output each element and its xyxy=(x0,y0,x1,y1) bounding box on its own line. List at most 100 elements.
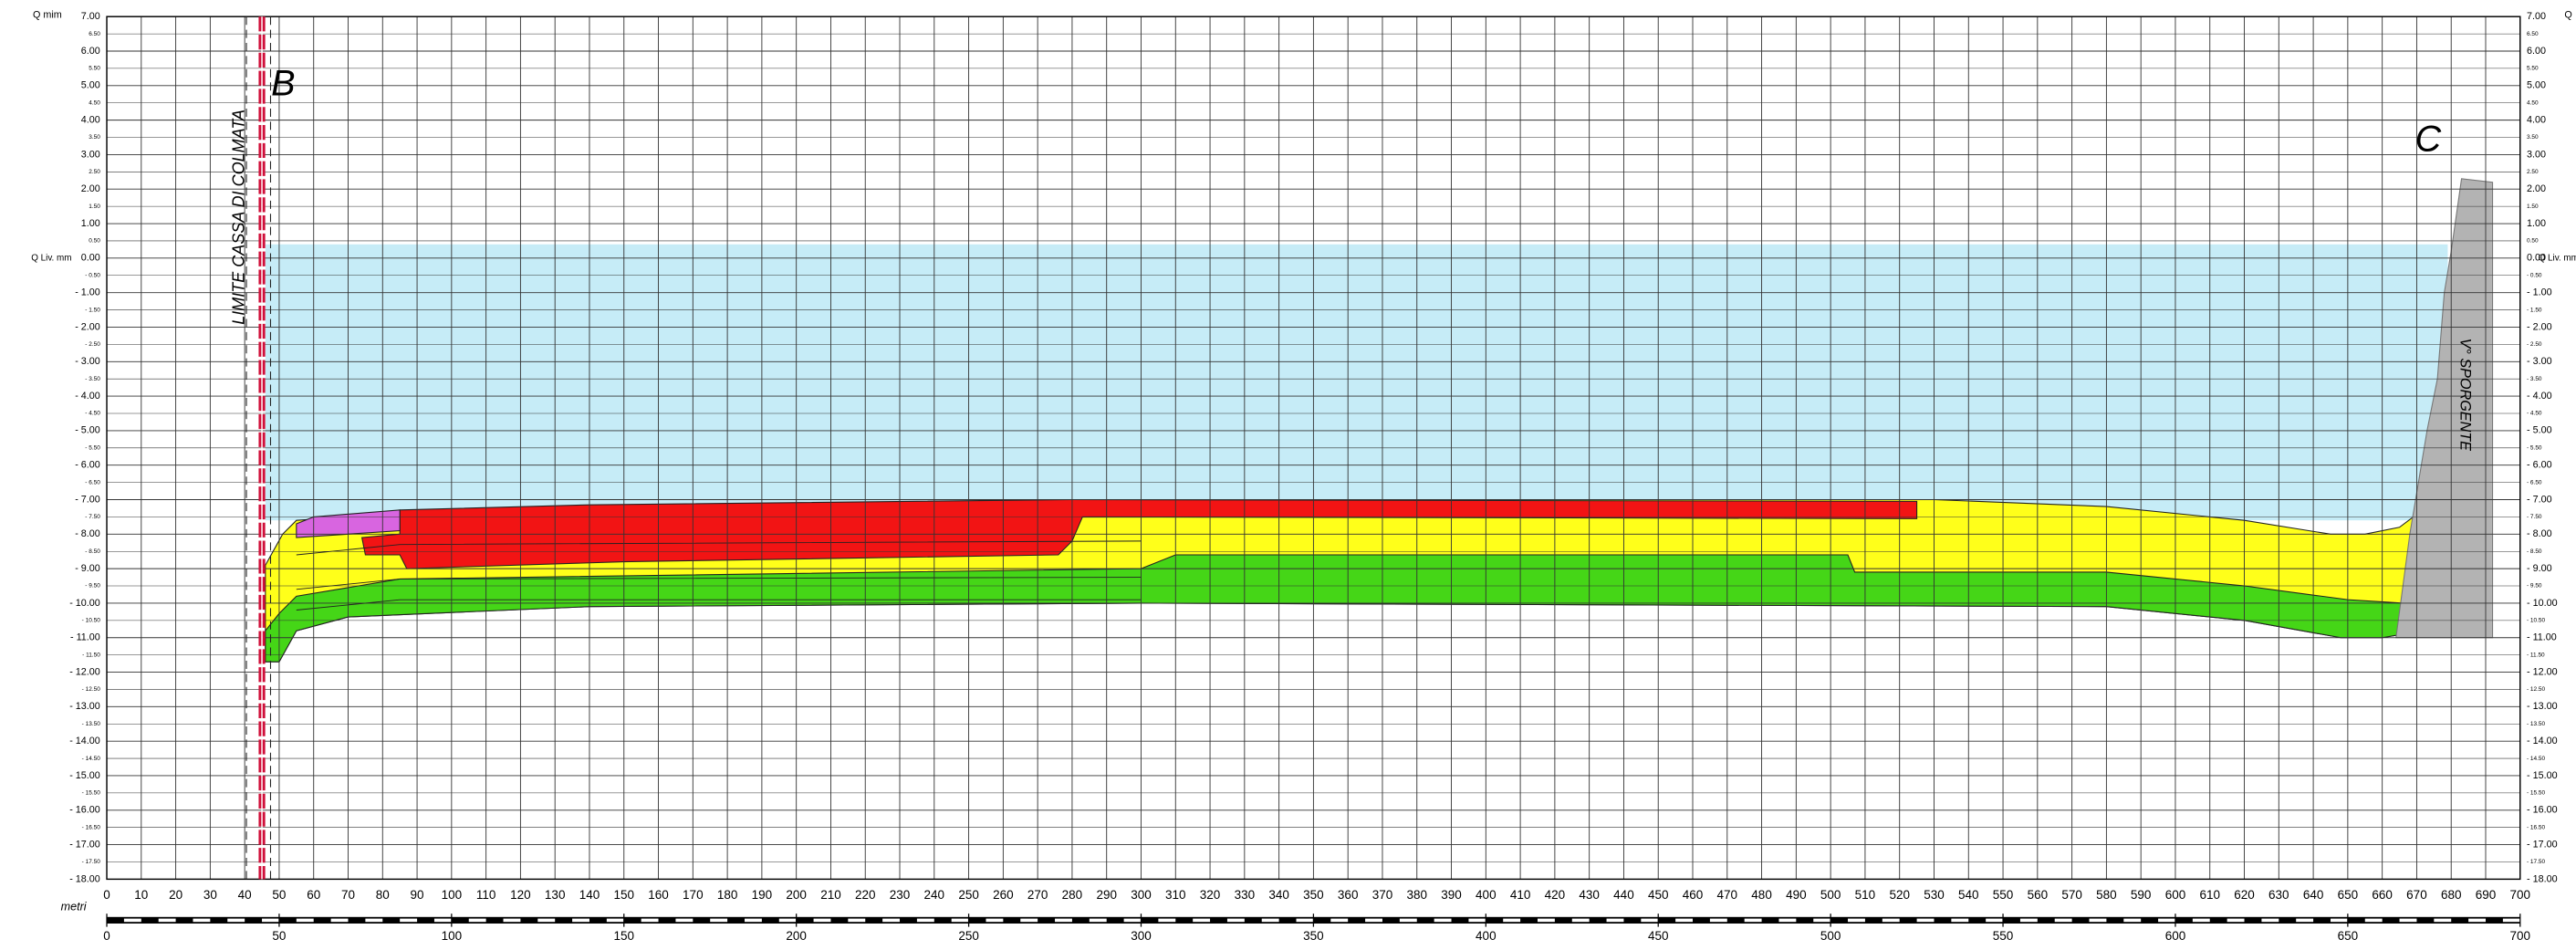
x-label: 640 xyxy=(2303,888,2324,902)
x-label: 400 xyxy=(1476,888,1497,902)
scale-gap xyxy=(675,918,694,923)
scale-label: 550 xyxy=(1993,929,2014,943)
y-label-left: - 3.50 xyxy=(85,376,100,382)
scale-label: 350 xyxy=(1303,929,1324,943)
x-label: 300 xyxy=(1131,888,1152,902)
scale-gap xyxy=(330,918,349,923)
y-label-right: - 5.50 xyxy=(2527,445,2542,452)
y-label-left: - 11.00 xyxy=(70,632,100,643)
x-label: 60 xyxy=(307,888,320,902)
x-label: 70 xyxy=(341,888,355,902)
y-label-right: - 4.00 xyxy=(2527,391,2552,402)
y-label-left: - 5.50 xyxy=(85,445,100,452)
scale-gap xyxy=(2364,918,2383,923)
y-label-right: - 1.50 xyxy=(2527,307,2542,313)
scale-label: 600 xyxy=(2165,929,2186,943)
y-label-left: - 1.50 xyxy=(85,307,100,313)
y-label-right: - 14.00 xyxy=(2527,736,2558,746)
level-label-right: Q Liv. mm xyxy=(2539,253,2576,263)
scale-gap xyxy=(1641,918,1659,923)
y-label-right: - 3.00 xyxy=(2527,356,2552,367)
y-label-right: 1.50 xyxy=(2527,204,2539,210)
y-label-left: - 0.50 xyxy=(85,272,100,278)
y-label-right: - 5.00 xyxy=(2527,425,2552,436)
y-label-left: 4.00 xyxy=(81,114,100,125)
y-label-right: - 9.00 xyxy=(2527,563,2552,574)
y-label-left: - 3.00 xyxy=(75,356,100,367)
y-label-left: 2.50 xyxy=(89,169,100,175)
x-label: 500 xyxy=(1820,888,1841,902)
x-label: 510 xyxy=(1855,888,1876,902)
y-label-left: - 4.00 xyxy=(75,391,100,402)
x-label: 440 xyxy=(1613,888,1634,902)
scale-gap xyxy=(1226,918,1245,923)
y-label-right: 2.50 xyxy=(2527,169,2539,175)
scale-gap xyxy=(365,918,383,923)
scale-gap xyxy=(1709,918,1727,923)
scale-gap xyxy=(537,918,556,923)
y-label-right: - 1.00 xyxy=(2527,287,2552,298)
y-label-right: - 14.50 xyxy=(2527,756,2546,762)
y-label-left: - 10.00 xyxy=(69,598,100,609)
x-label: 630 xyxy=(2268,888,2289,902)
scale-gap xyxy=(916,918,934,923)
scale-gap xyxy=(744,918,762,923)
x-label: 190 xyxy=(752,888,773,902)
y-label-left: - 4.50 xyxy=(85,411,100,417)
y-label-right: - 15.50 xyxy=(2527,790,2546,797)
scale-gap xyxy=(1778,918,1797,923)
y-label-right: - 13.50 xyxy=(2527,721,2546,727)
scale-gap xyxy=(1089,918,1107,923)
x-label: 540 xyxy=(1958,888,1979,902)
scale-gap xyxy=(572,918,589,923)
scale-gap xyxy=(433,918,452,923)
scale-gap xyxy=(1916,918,1935,923)
scale-gap xyxy=(2261,918,2279,923)
x-label: 110 xyxy=(476,888,496,902)
y-label-left: - 7.50 xyxy=(85,514,100,520)
y-label-left: - 9.50 xyxy=(85,583,100,590)
y-label-right: 5.50 xyxy=(2527,66,2539,72)
y-label-left: - 13.50 xyxy=(82,721,101,727)
scale-label: 150 xyxy=(613,929,634,943)
scale-gap xyxy=(2330,918,2348,923)
y-label-right: 3.00 xyxy=(2527,149,2546,160)
scale-gap xyxy=(1606,918,1624,923)
x-label: 50 xyxy=(272,888,286,902)
scale-gap xyxy=(813,918,831,923)
x-label: 700 xyxy=(2510,888,2531,902)
x-label: 220 xyxy=(855,888,876,902)
y-label-right: - 15.00 xyxy=(2527,770,2558,781)
scale-gap xyxy=(1055,918,1072,923)
scale-gap xyxy=(1365,918,1382,923)
y-label-left: - 2.00 xyxy=(75,321,100,332)
scale-gap xyxy=(2399,918,2417,923)
x-label: 670 xyxy=(2406,888,2427,902)
scale-gap xyxy=(400,918,418,923)
scale-gap xyxy=(262,918,279,923)
scale-gap xyxy=(951,918,969,923)
x-label: 680 xyxy=(2441,888,2462,902)
y-label-left: - 16.00 xyxy=(69,805,100,816)
scale-gap xyxy=(468,918,486,923)
scale-gap xyxy=(123,918,141,923)
y-label-left: 6.50 xyxy=(89,31,100,37)
x-label: 410 xyxy=(1510,888,1531,902)
scale-gap xyxy=(1882,918,1900,923)
y-label-right: - 7.50 xyxy=(2527,514,2542,520)
x-label: 620 xyxy=(2234,888,2255,902)
y-label-left: - 15.00 xyxy=(69,770,100,781)
x-label: 0 xyxy=(103,888,110,902)
y-label-right: - 12.00 xyxy=(2527,666,2558,677)
y-label-left: - 12.50 xyxy=(82,686,101,693)
y-label-left: - 6.00 xyxy=(75,460,100,471)
limit-label: LIMITE CASSA DI COLMATA xyxy=(230,110,248,325)
scale-label: 650 xyxy=(2338,929,2359,943)
scale-gap xyxy=(1296,918,1314,923)
x-label: 20 xyxy=(169,888,183,902)
x-label: 360 xyxy=(1338,888,1359,902)
x-label: 320 xyxy=(1200,888,1221,902)
y-label-left: - 2.50 xyxy=(85,341,100,348)
